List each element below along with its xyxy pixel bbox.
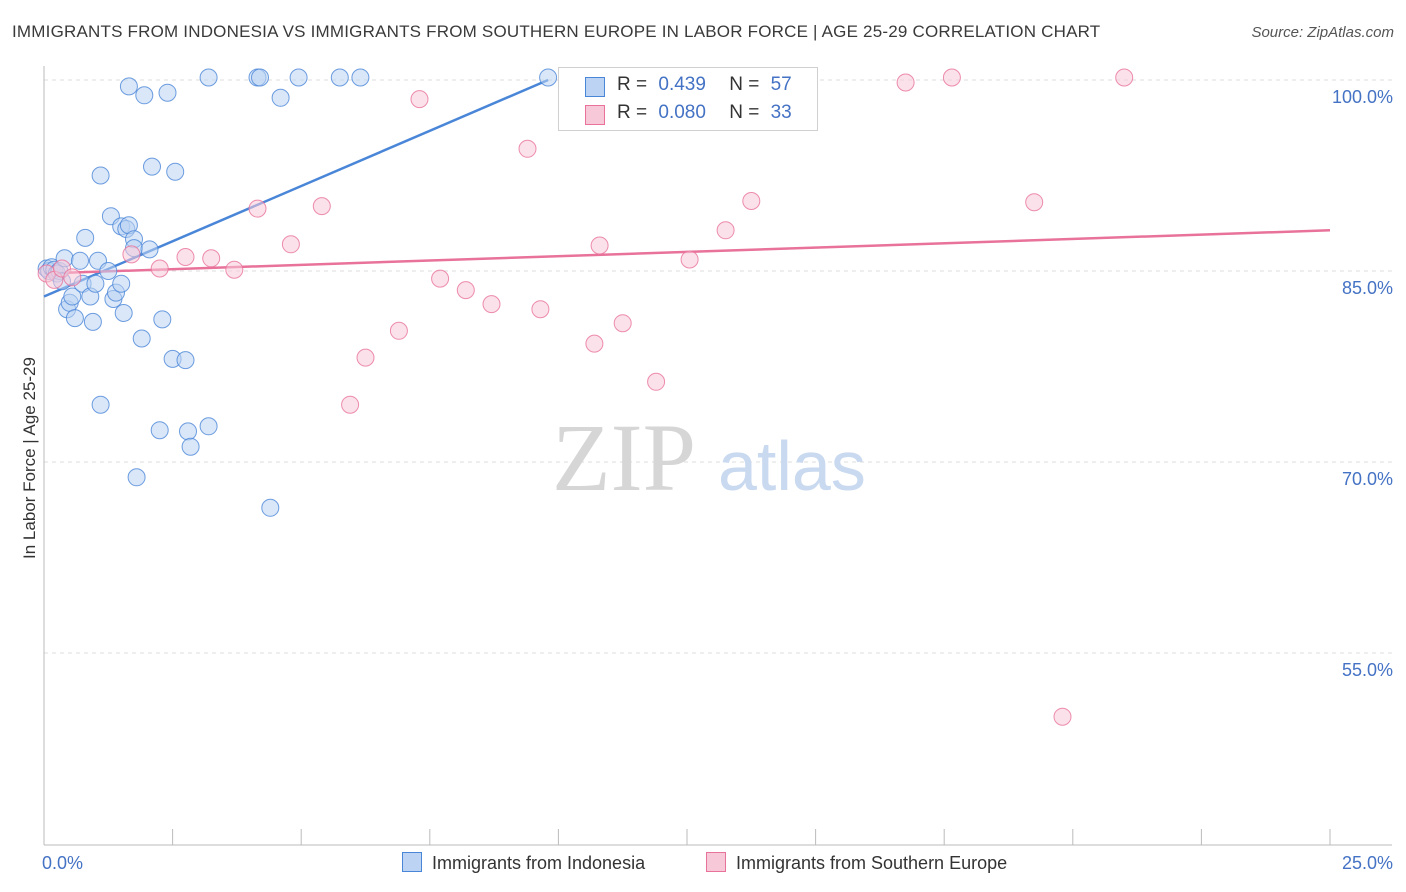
legend-swatch-indonesia xyxy=(585,77,605,97)
indonesia-point xyxy=(83,312,102,331)
southern-europe-point xyxy=(1053,707,1072,726)
southern-europe-point xyxy=(531,300,550,319)
southern-europe-point xyxy=(389,321,408,340)
southern-europe-point xyxy=(225,260,244,279)
indonesia-point xyxy=(76,228,95,247)
data-points xyxy=(37,68,1134,726)
indonesia-point xyxy=(112,274,131,293)
y-tick-labels: 55.0% 70.0% 85.0% 100.0% xyxy=(1332,87,1393,680)
indonesia-point xyxy=(114,304,133,322)
x-tick-label: 0.0% xyxy=(42,853,83,873)
southern-europe-point xyxy=(647,372,666,391)
legend-label-southern-europe: Immigrants from Southern Europe xyxy=(736,853,1008,873)
indonesia-point xyxy=(261,498,280,517)
southern-europe-point xyxy=(312,197,331,216)
source-label: Source: ZipAtlas.com xyxy=(1251,24,1394,41)
indonesia-point xyxy=(63,287,82,306)
southern-europe-point xyxy=(742,192,761,210)
indonesia-point xyxy=(539,68,558,87)
indonesia-point xyxy=(289,68,308,87)
southern-europe-point xyxy=(613,314,632,333)
indonesia-point xyxy=(132,329,151,348)
indonesia-point xyxy=(351,68,370,87)
indonesia-point xyxy=(86,274,105,293)
indonesia-point xyxy=(199,68,218,87)
southern-europe-point xyxy=(680,250,699,269)
southern-europe-point xyxy=(248,199,267,218)
southern-europe-point xyxy=(716,221,735,240)
indonesia-point xyxy=(71,251,89,270)
legend-n-label: N = xyxy=(729,102,760,123)
southern-europe-point xyxy=(896,73,915,92)
southern-europe-point xyxy=(176,248,195,266)
y-tick-label: 70.0% xyxy=(1342,469,1393,489)
indonesia-point xyxy=(199,417,218,436)
legend-r-label: R = xyxy=(617,102,648,123)
indonesia-point xyxy=(181,437,200,456)
southern-europe-point xyxy=(202,249,221,268)
indonesia-point xyxy=(99,262,118,280)
southern-europe-point xyxy=(482,295,501,314)
y-axis-label: In Labor Force | Age 25-29 xyxy=(20,357,39,559)
southern-europe-point xyxy=(585,334,604,353)
legend-n-value: 57 xyxy=(770,74,792,95)
axes xyxy=(43,66,1392,846)
indonesia-point xyxy=(140,240,159,259)
southern-europe-point xyxy=(456,281,475,300)
indonesia-point xyxy=(143,157,161,176)
y-tick-label: 100.0% xyxy=(1332,87,1393,107)
southern-europe-point xyxy=(431,269,450,288)
southern-europe-point xyxy=(518,139,537,158)
southern-europe-point xyxy=(356,348,375,367)
x-tick-labels: 0.0% 25.0% xyxy=(42,853,1393,873)
legend-label-indonesia: Immigrants from Indonesia xyxy=(432,853,646,873)
indonesia-point xyxy=(166,162,185,181)
watermark-zip: ZIP xyxy=(552,404,696,511)
legend-swatch-southern-europe xyxy=(706,852,726,872)
southern-europe-point xyxy=(942,68,961,87)
stats-legend: R = 0.439 N = 57 R = 0.080 N = 33 xyxy=(558,67,818,131)
indonesia-point xyxy=(91,166,110,185)
southern-europe-point xyxy=(341,395,360,414)
gridlines xyxy=(44,79,1392,654)
watermark-atlas: atlas xyxy=(718,427,866,505)
southern-europe-point xyxy=(150,259,169,278)
indonesia-point xyxy=(176,351,195,370)
southern-europe-point xyxy=(590,236,609,255)
legend-item-indonesia: Immigrants from Indonesia xyxy=(402,852,645,874)
legend-item-southern-europe: Immigrants from Southern Europe xyxy=(706,852,1007,874)
legend-r-label: R = xyxy=(617,74,648,95)
legend-swatch-southern-europe xyxy=(585,105,605,125)
southern-europe-point xyxy=(1115,68,1134,87)
legend-r-value: 0.439 xyxy=(658,74,706,95)
southern-europe-point xyxy=(63,268,82,287)
y-tick-label: 85.0% xyxy=(1342,278,1393,298)
y-tick-label: 55.0% xyxy=(1342,660,1393,680)
legend-r-value: 0.080 xyxy=(658,102,706,123)
southern-europe-point xyxy=(122,245,141,264)
southern-europe-point xyxy=(1025,193,1044,212)
indonesia-point xyxy=(135,86,154,105)
indonesia-point xyxy=(91,395,110,414)
indonesia-point xyxy=(251,68,269,87)
indonesia-point xyxy=(65,309,84,328)
indonesia-point xyxy=(127,468,146,487)
indonesia-point xyxy=(150,421,169,440)
southern-europe-point xyxy=(410,90,429,109)
chart-title: IMMIGRANTS FROM INDONESIA VS IMMIGRANTS … xyxy=(12,22,1101,41)
indonesia-point xyxy=(153,310,172,329)
legend-n-value: 33 xyxy=(770,102,792,123)
legend-n-label: N = xyxy=(729,74,760,95)
indonesia-point xyxy=(330,68,349,87)
indonesia-point xyxy=(271,88,290,107)
southern-europe-point xyxy=(281,235,300,254)
indonesia-point xyxy=(119,77,138,96)
x-tick-label: 25.0% xyxy=(1342,853,1393,873)
legend-swatch-indonesia xyxy=(402,852,422,872)
indonesia-point xyxy=(158,83,177,102)
indonesia-point xyxy=(179,422,197,441)
